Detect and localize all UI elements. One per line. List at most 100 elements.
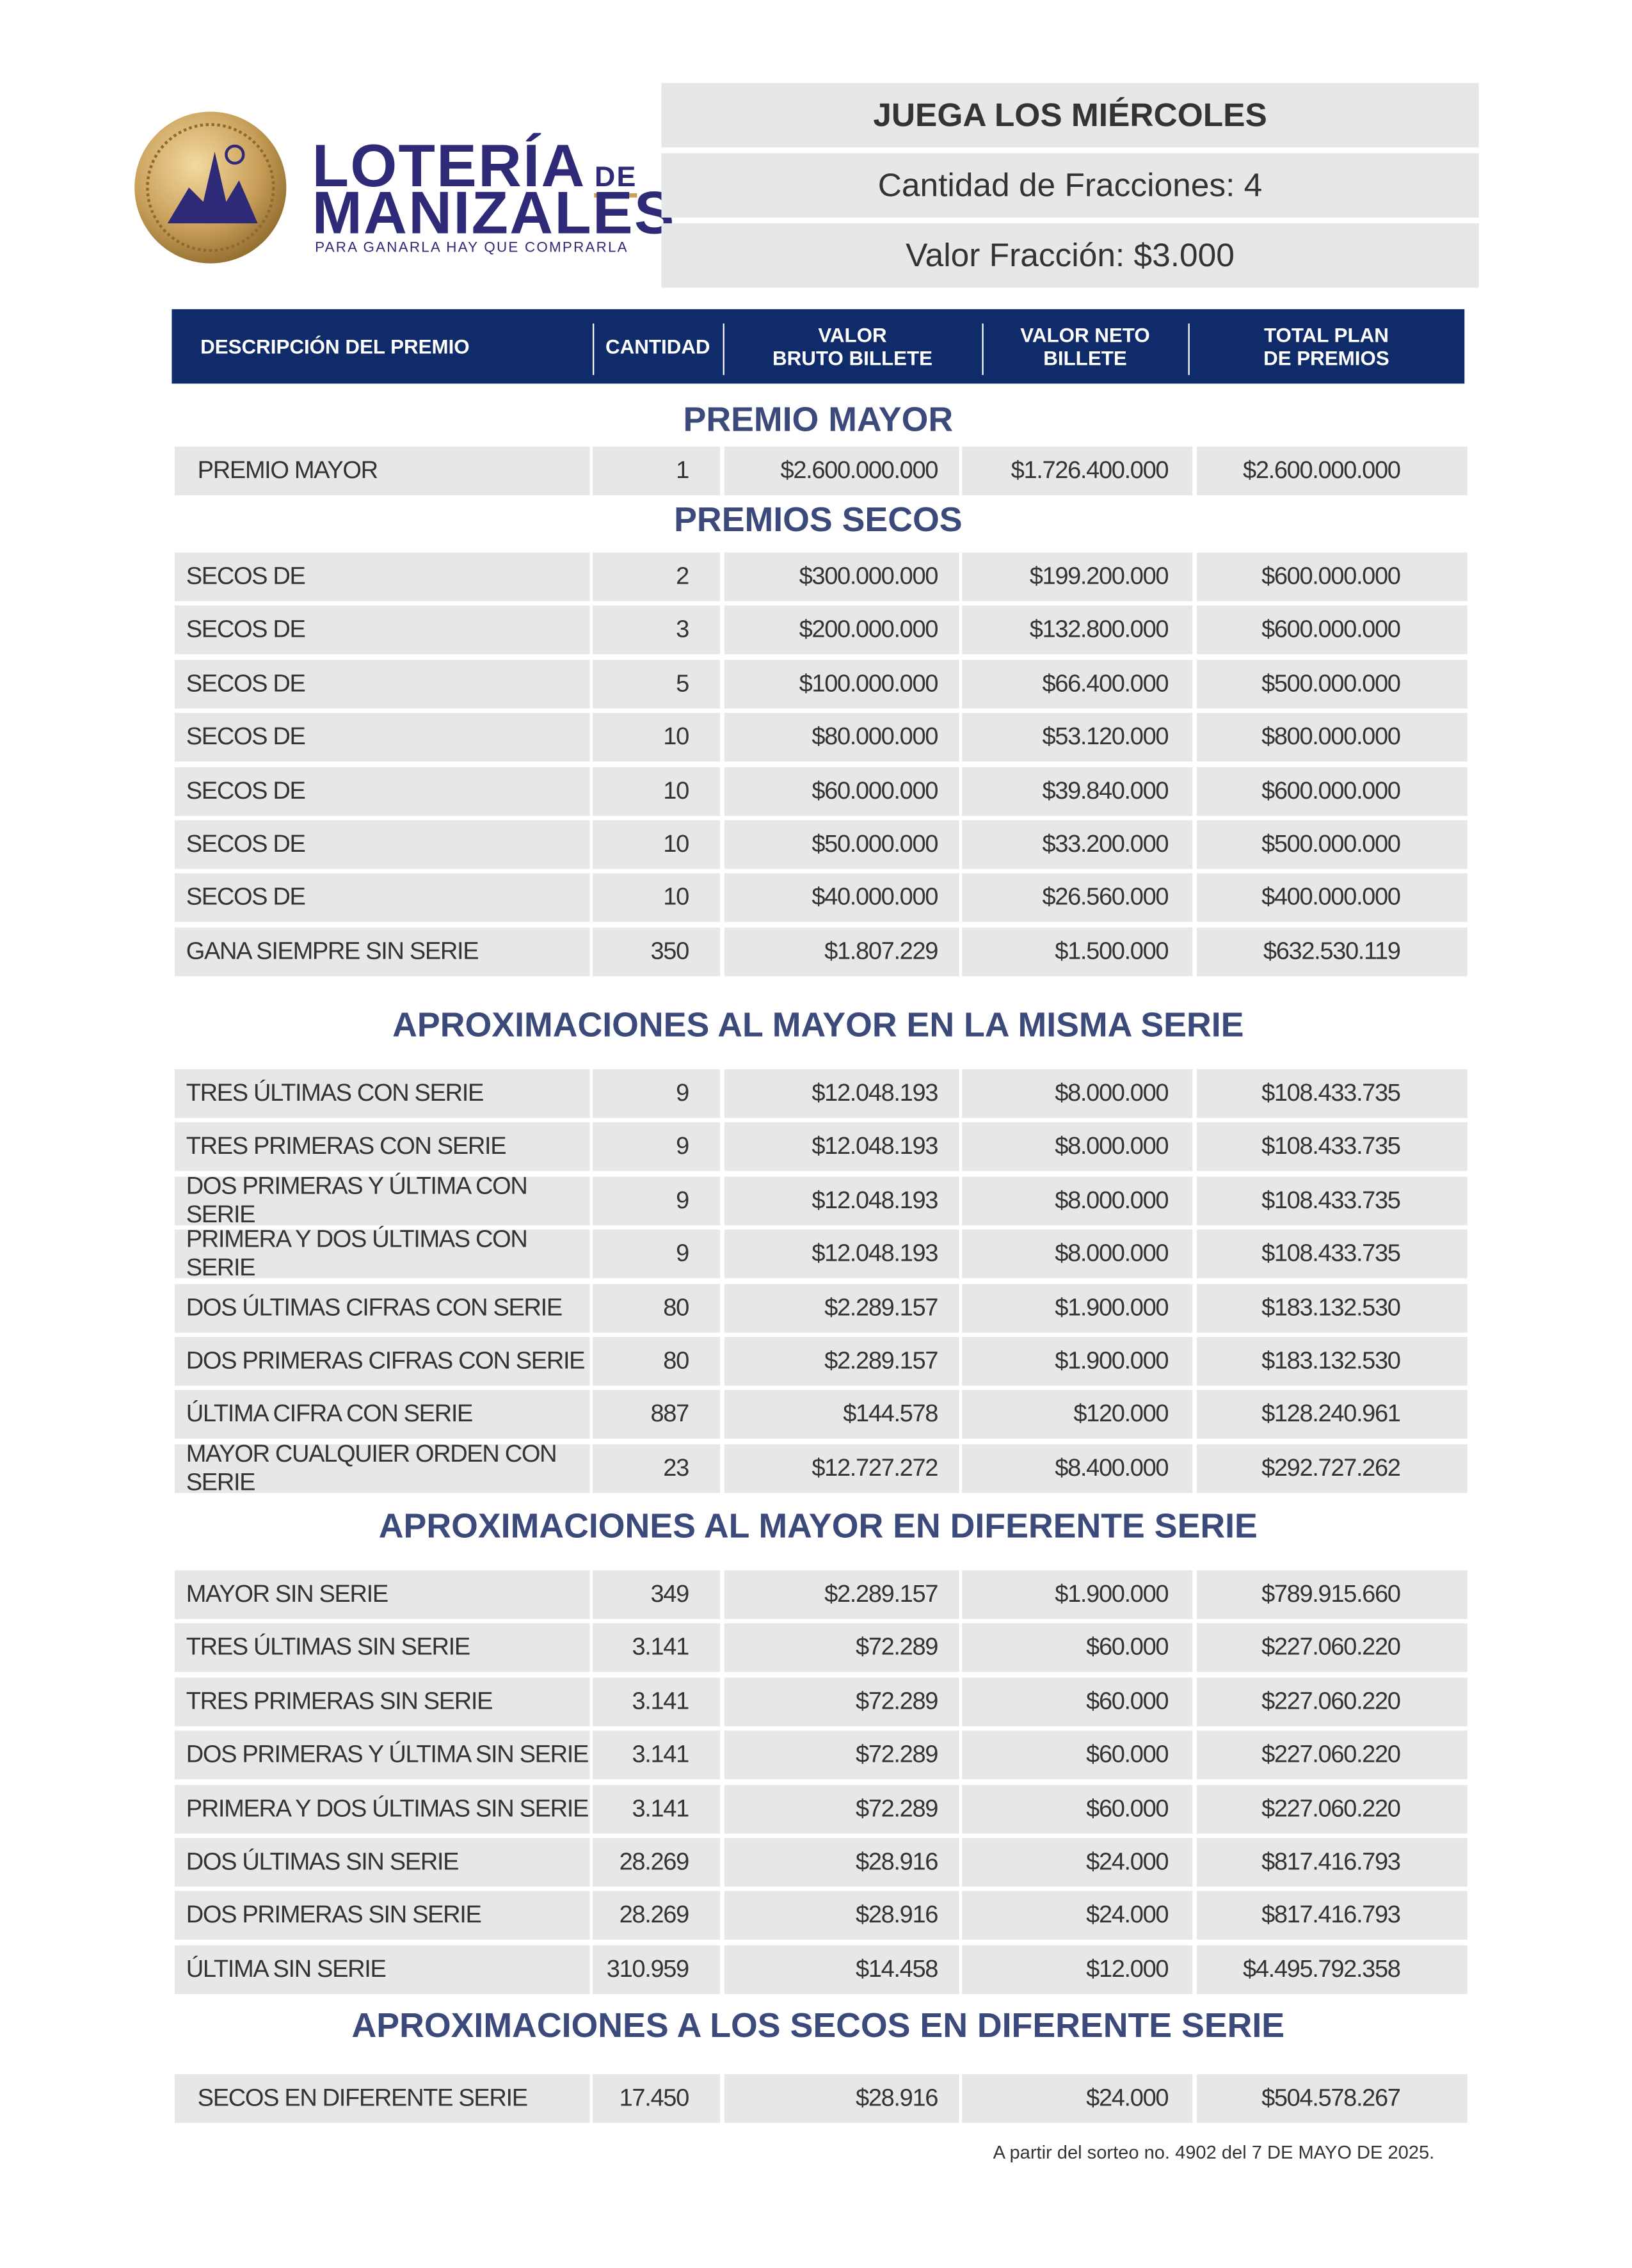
table-cell: TRES ÚLTIMAS CON SERIE bbox=[174, 1069, 590, 1118]
table-cell: $300.000.000 bbox=[724, 552, 959, 602]
table-cell: $72.289 bbox=[724, 1677, 959, 1727]
table-cell: 9 bbox=[593, 1069, 721, 1118]
info-box: Cantidad de Fracciones: 4 bbox=[661, 153, 1479, 218]
table-cell: $128.240.961 bbox=[1196, 1390, 1468, 1439]
table-cell: $108.433.735 bbox=[1196, 1069, 1468, 1118]
table-cell: 10 bbox=[593, 713, 721, 762]
divider bbox=[1188, 323, 1190, 376]
table-cell: 10 bbox=[593, 820, 721, 869]
table-cell: $72.289 bbox=[724, 1730, 959, 1780]
brand-text: LOTERÍA bbox=[312, 131, 586, 199]
column-header: VALOR NETO BILLETE bbox=[982, 309, 1188, 383]
table-cell: $39.840.000 bbox=[962, 767, 1193, 816]
table-cell: $227.060.220 bbox=[1196, 1730, 1468, 1780]
table-cell: $120.000 bbox=[962, 1390, 1193, 1439]
table-cell: $33.200.000 bbox=[962, 820, 1193, 869]
table-cell: 17.450 bbox=[593, 2074, 721, 2123]
table-cell: $12.727.272 bbox=[724, 1444, 959, 1493]
brand: LOTERÍA DE bbox=[312, 135, 637, 198]
table-cell: 1 bbox=[593, 446, 721, 495]
tagline: PARA GANARLA HAY QUE COMPRARLA bbox=[315, 240, 628, 257]
table-cell: $12.048.193 bbox=[724, 1069, 959, 1118]
info-box: Valor Fracción: $3.000 bbox=[661, 223, 1479, 288]
table-cell: $183.132.530 bbox=[1196, 1283, 1468, 1332]
table-cell: $26.560.000 bbox=[962, 874, 1193, 923]
table-cell: $227.060.220 bbox=[1196, 1624, 1468, 1673]
table-cell: MAYOR CUALQUIER ORDEN CON SERIE bbox=[174, 1440, 590, 1496]
table-cell: 887 bbox=[593, 1390, 721, 1439]
table-cell: TRES ÚLTIMAS SIN SERIE bbox=[174, 1624, 590, 1673]
table-cell: $8.000.000 bbox=[962, 1122, 1193, 1172]
table-cell: 9 bbox=[593, 1176, 721, 1226]
table-cell: 3 bbox=[593, 606, 721, 655]
table-cell: $2.600.000.000 bbox=[1196, 446, 1468, 495]
table-cell: $60.000 bbox=[962, 1784, 1193, 1833]
table-cell: $72.289 bbox=[724, 1784, 959, 1833]
table-cell: $1.900.000 bbox=[962, 1283, 1193, 1332]
table-cell: $600.000.000 bbox=[1196, 552, 1468, 602]
table-cell: $8.400.000 bbox=[962, 1444, 1193, 1493]
table-cell: PRIMERA Y DOS ÚLTIMAS SIN SERIE bbox=[174, 1784, 590, 1833]
section-title: APROXIMACIONES AL MAYOR EN DIFERENTE SER… bbox=[378, 1507, 1258, 1546]
table-cell: TRES PRIMERAS CON SERIE bbox=[174, 1122, 590, 1172]
table-cell: $40.000.000 bbox=[724, 874, 959, 923]
column-header: CANTIDAD bbox=[593, 309, 723, 383]
brand-text: DE bbox=[595, 161, 637, 198]
table-cell: DOS ÚLTIMAS SIN SERIE bbox=[174, 1838, 590, 1887]
table-cell: SECOS DE bbox=[174, 874, 590, 923]
table-cell: 23 bbox=[593, 1444, 721, 1493]
column-header-line: VALOR NETO bbox=[1020, 323, 1150, 347]
table-cell: $28.916 bbox=[724, 2074, 959, 2123]
column-header: DESCRIPCIÓN DEL PREMIO bbox=[186, 309, 593, 383]
divider bbox=[723, 323, 724, 376]
table-cell: SECOS DE bbox=[174, 820, 590, 869]
table-cell: $60.000 bbox=[962, 1677, 1193, 1727]
column-header-line: DE PREMIOS bbox=[1263, 346, 1389, 370]
table-cell: SECOS DE bbox=[174, 713, 590, 762]
table-cell: $12.000 bbox=[962, 1945, 1193, 1994]
table-cell: $500.000.000 bbox=[1196, 659, 1468, 708]
table-cell: $789.915.660 bbox=[1196, 1570, 1468, 1619]
table-cell: 3.141 bbox=[593, 1624, 721, 1673]
table-cell: $72.289 bbox=[724, 1624, 959, 1673]
table-cell: $108.433.735 bbox=[1196, 1229, 1468, 1279]
table-cell: GANA SIEMPRE SIN SERIE bbox=[174, 927, 590, 977]
table-cell: $632.530.119 bbox=[1196, 927, 1468, 977]
table-cell: $8.000.000 bbox=[962, 1229, 1193, 1279]
table-cell: 80 bbox=[593, 1337, 721, 1386]
table-cell: MAYOR SIN SERIE bbox=[174, 1570, 590, 1619]
table-cell: PRIMERA Y DOS ÚLTIMAS CON SERIE bbox=[174, 1226, 590, 1281]
table-cell: DOS PRIMERAS Y ÚLTIMA CON SERIE bbox=[174, 1172, 590, 1228]
table-cell: DOS PRIMERAS Y ÚLTIMA SIN SERIE bbox=[174, 1730, 590, 1780]
table-cell: $200.000.000 bbox=[724, 606, 959, 655]
table-cell: 10 bbox=[593, 874, 721, 923]
table-cell: DOS ÚLTIMAS CIFRAS CON SERIE bbox=[174, 1283, 590, 1332]
table-cell: DOS PRIMERAS CIFRAS CON SERIE bbox=[174, 1337, 590, 1386]
table-cell: PREMIO MAYOR bbox=[174, 446, 590, 495]
column-header-line: CANTIDAD bbox=[605, 335, 710, 358]
table-cell: 5 bbox=[593, 659, 721, 708]
table-cell: $66.400.000 bbox=[962, 659, 1193, 708]
table-cell: 80 bbox=[593, 1283, 721, 1332]
table-cell: $12.048.193 bbox=[724, 1176, 959, 1226]
divider bbox=[982, 323, 984, 376]
table-cell: $80.000.000 bbox=[724, 713, 959, 762]
table-cell: $199.200.000 bbox=[962, 552, 1193, 602]
logo-seal bbox=[134, 111, 287, 264]
table-cell: $12.048.193 bbox=[724, 1229, 959, 1279]
table-cell: SECOS DE bbox=[174, 552, 590, 602]
table-cell: ÚLTIMA SIN SERIE bbox=[174, 1945, 590, 1994]
table-cell: $8.000.000 bbox=[962, 1069, 1193, 1118]
table-cell: 3.141 bbox=[593, 1677, 721, 1727]
table-cell: 28.269 bbox=[593, 1838, 721, 1887]
table-cell: $817.416.793 bbox=[1196, 1838, 1468, 1887]
table-cell: $24.000 bbox=[962, 1838, 1193, 1887]
table-header bbox=[172, 309, 1465, 384]
table-cell: $50.000.000 bbox=[724, 820, 959, 869]
table-cell: $60.000 bbox=[962, 1730, 1193, 1780]
table-cell: SECOS DE bbox=[174, 606, 590, 655]
table-cell: SECOS DE bbox=[174, 659, 590, 708]
table-cell: $2.600.000.000 bbox=[724, 446, 959, 495]
table-cell: $227.060.220 bbox=[1196, 1784, 1468, 1833]
table-cell: $504.578.267 bbox=[1196, 2074, 1468, 2123]
